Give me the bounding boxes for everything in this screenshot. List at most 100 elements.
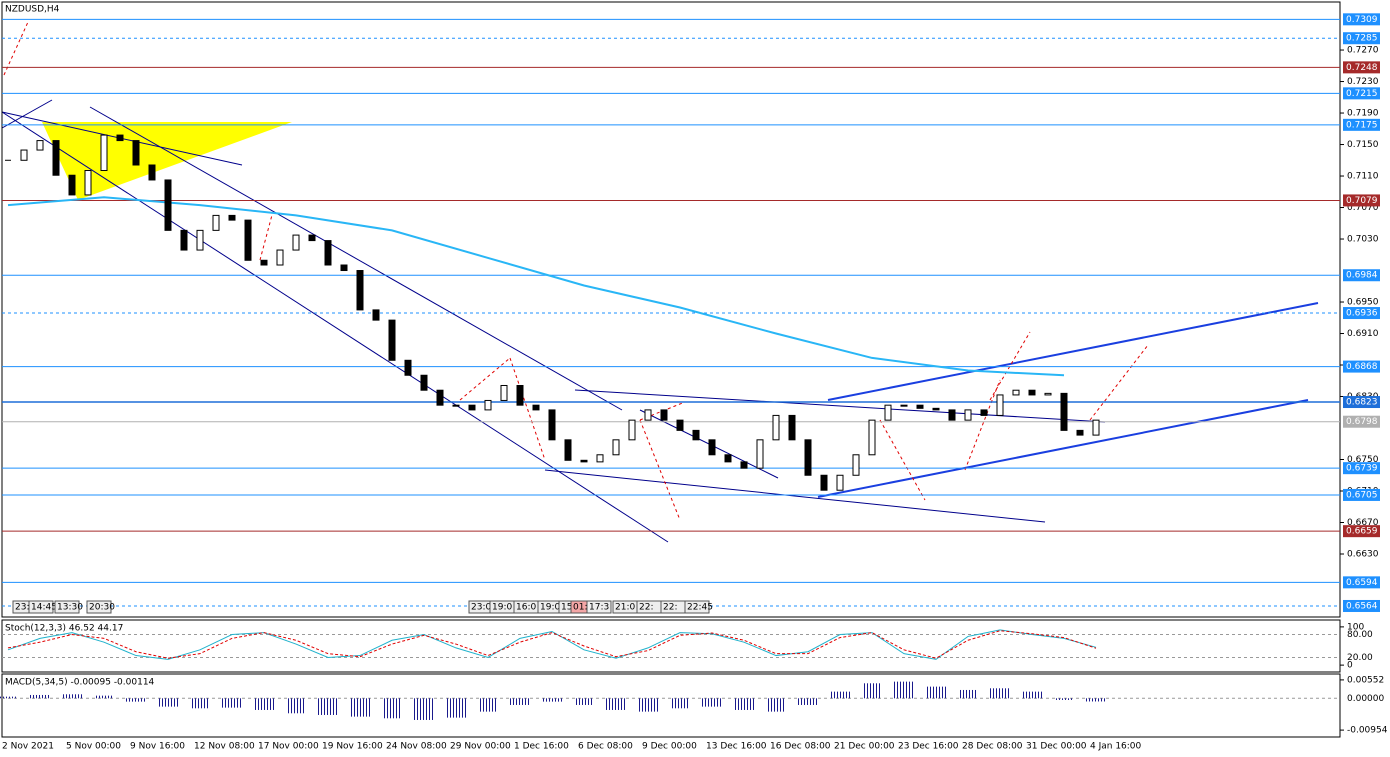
- level-box: [1343, 194, 1380, 207]
- macd-bar: [478, 698, 498, 712]
- candle: [212, 214, 220, 231]
- x-tick-label: 23 Dec 16:00: [898, 742, 959, 752]
- level-label: 0.7175: [1346, 120, 1378, 130]
- time-tag: 23:0: [471, 603, 491, 613]
- macd-bar: [446, 698, 466, 718]
- stoch-main: [7, 629, 1097, 660]
- x-tick-label: 13 Dec 16:00: [706, 742, 767, 752]
- macd-bar: [222, 698, 242, 708]
- time-tag: 21:0: [615, 603, 635, 613]
- candle: [820, 474, 828, 491]
- time-tag: 17:3: [589, 603, 609, 613]
- candle: [1028, 389, 1036, 396]
- candle: [196, 229, 204, 251]
- candle: [852, 454, 860, 476]
- candle: [772, 414, 780, 441]
- level-label: 0.6936: [1346, 309, 1378, 319]
- candle: [644, 409, 652, 421]
- candle: [548, 409, 556, 441]
- candle: [1060, 392, 1068, 431]
- candle: [484, 399, 492, 411]
- candle: [132, 140, 140, 166]
- macd-bar: [190, 698, 210, 709]
- macd-bar: [798, 698, 818, 705]
- candle: [1044, 392, 1052, 396]
- candle: [292, 234, 300, 251]
- candle: [84, 170, 92, 196]
- level-box: [1343, 269, 1380, 282]
- candle: [964, 409, 972, 421]
- time-tag: 19:0: [540, 603, 560, 613]
- macd-bar: [990, 688, 1010, 699]
- candle: [116, 134, 124, 142]
- macd-bar: [606, 698, 626, 710]
- candle: [900, 404, 908, 407]
- candle: [660, 409, 668, 421]
- time-tag-box: [586, 600, 612, 614]
- level-label: 0.6823: [1346, 398, 1378, 408]
- x-tick-label: 9 Dec 00:00: [642, 742, 697, 752]
- level-box: [1343, 396, 1380, 409]
- x-tick-label: 29 Nov 00:00: [450, 742, 511, 752]
- macd-bar: [766, 698, 786, 712]
- y-tick-label: 0.7230: [1347, 77, 1379, 87]
- candle: [388, 319, 396, 361]
- macd-bar: [382, 698, 402, 719]
- x-tick-label: 1 Dec 16:00: [514, 742, 569, 752]
- trendline: [1, 99, 53, 129]
- level-label: 0.7309: [1346, 15, 1378, 25]
- candle: [676, 419, 684, 431]
- level-label: 0.6984: [1346, 271, 1378, 281]
- time-tag: 19:0: [492, 603, 512, 613]
- level-box: [1343, 462, 1380, 475]
- macd-bar: [1086, 698, 1106, 702]
- candle: [756, 439, 764, 469]
- level-box: [1343, 360, 1380, 373]
- level-label: 0.7215: [1346, 89, 1378, 99]
- level-label: 0.7248: [1346, 63, 1378, 73]
- macd-bar: [30, 694, 50, 699]
- y-tick-label: 0.6950: [1347, 298, 1379, 308]
- candle: [36, 140, 44, 151]
- macd-bar: [830, 691, 850, 699]
- candle: [868, 419, 876, 456]
- macd-bar: [126, 698, 146, 702]
- macd-bar: [414, 698, 434, 720]
- symbol-title: NZDUSD,H4: [5, 5, 60, 15]
- macd-bar: [158, 698, 178, 707]
- candle: [612, 439, 620, 456]
- candle: [788, 414, 796, 441]
- candle: [244, 219, 252, 261]
- time-tag: 13:30: [57, 603, 83, 613]
- candle: [1012, 389, 1020, 396]
- level-box: [1343, 32, 1380, 45]
- macd-bar: [702, 698, 722, 707]
- y-tick-label: 0.7190: [1347, 109, 1379, 119]
- level-box: [1343, 488, 1380, 501]
- candle: [148, 164, 156, 181]
- y-tick-label: 0.00552: [1347, 675, 1384, 685]
- candle: [884, 404, 892, 421]
- macd-bar: [574, 698, 594, 705]
- candle: [532, 404, 540, 411]
- candle: [308, 234, 316, 242]
- moving-average: [7, 196, 1065, 377]
- y-tick-label: 80.00: [1347, 630, 1373, 640]
- x-tick-label: 17 Nov 00:00: [258, 742, 319, 752]
- candle: [628, 419, 636, 441]
- level-box: [1343, 599, 1380, 612]
- time-tag-box: [684, 600, 710, 614]
- x-tick-label: 4 Jan 16:00: [1090, 742, 1142, 752]
- time-tag-box: [86, 600, 112, 614]
- time-tag: 01:: [573, 603, 587, 613]
- candle: [1092, 419, 1100, 436]
- level-box: [1343, 415, 1380, 428]
- time-tag: 16:0: [516, 603, 536, 613]
- candle: [692, 429, 700, 441]
- y-tick-label: 0.6630: [1347, 550, 1379, 560]
- candle: [468, 404, 476, 411]
- candle: [436, 389, 444, 406]
- candle: [452, 404, 460, 407]
